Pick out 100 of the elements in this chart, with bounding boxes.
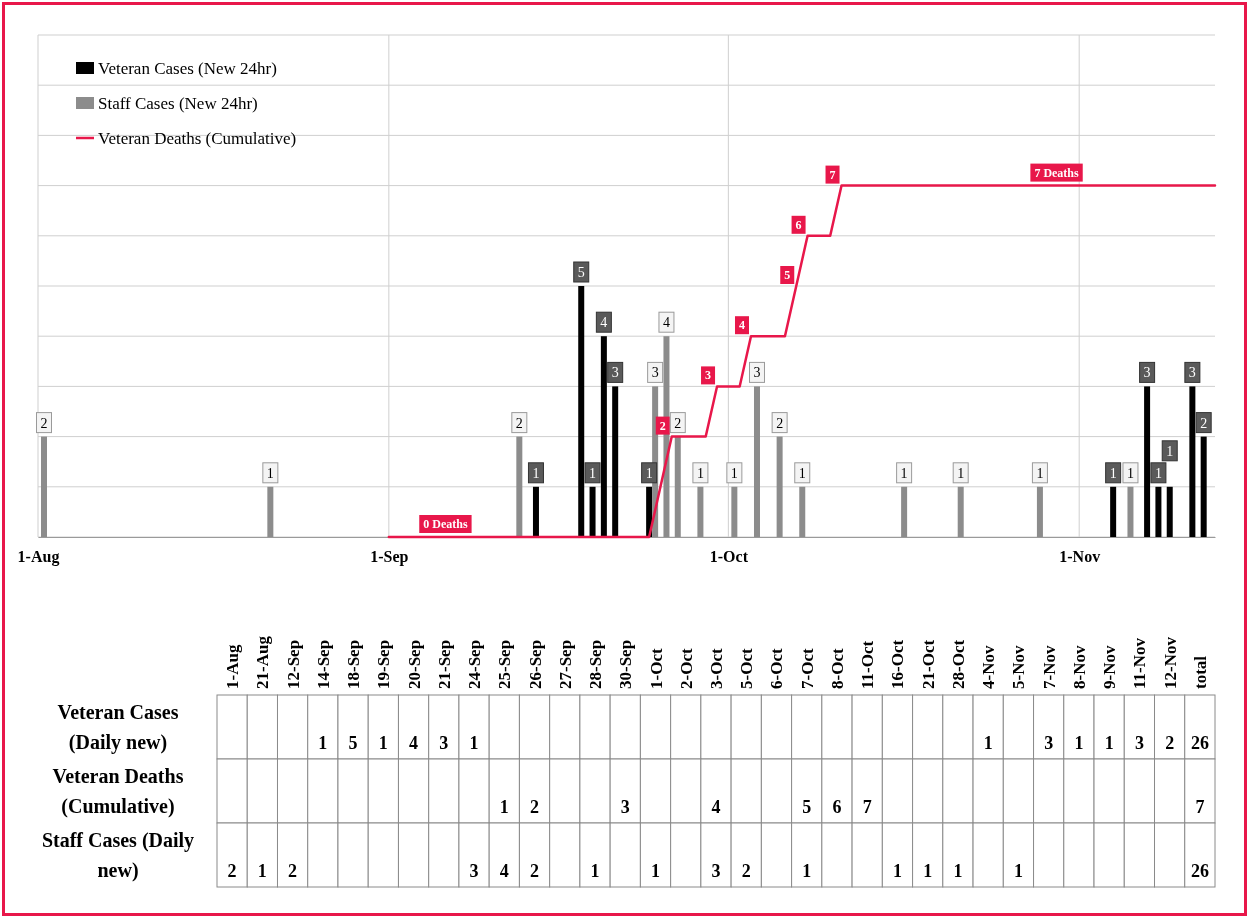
x-tick-label: 3-Oct xyxy=(707,648,726,689)
data-label: 4 xyxy=(409,733,419,753)
bar xyxy=(1189,386,1196,537)
x-tick-label: 28-Oct xyxy=(948,639,968,689)
data-label: 1 xyxy=(923,861,933,881)
bar xyxy=(753,386,760,537)
data-label: 2 xyxy=(530,861,540,881)
data-label: 1 xyxy=(1013,861,1023,881)
data-label: 3 xyxy=(1188,365,1196,381)
x-tick-label: 4-Nov xyxy=(979,645,999,689)
data-label: 3 xyxy=(711,861,721,881)
data-label: 1 xyxy=(469,733,479,753)
data-label: 6 xyxy=(832,797,842,817)
data-label: 5 xyxy=(784,268,791,282)
data-label: 1 xyxy=(590,861,600,881)
data-label: 1 xyxy=(589,465,597,481)
y-tick-label: Staff Cases (Daily new) xyxy=(41,829,195,882)
data-label: 3 xyxy=(1134,733,1144,753)
x-tick-label: 5-Nov xyxy=(1009,645,1029,689)
x-tick-label: 21-Sep xyxy=(434,639,454,689)
annotation: 0 Deaths xyxy=(423,517,468,531)
data-label: 1 xyxy=(378,733,388,753)
data-label: 2 xyxy=(40,415,48,431)
x-tick-label: 30-Sep xyxy=(616,639,636,689)
x-tick-label: 5-Oct xyxy=(737,648,757,689)
data-label: 4 xyxy=(499,861,509,881)
data-label: 2 xyxy=(674,415,682,431)
x-tick-label: 1-Oct xyxy=(646,648,666,689)
data-label: 1 xyxy=(1166,443,1174,459)
data-label: 1 xyxy=(257,861,267,881)
x-tick-label: total xyxy=(1190,655,1210,689)
x-tick-label: 8-Oct xyxy=(827,648,847,689)
x-tick-label: 14-Sep xyxy=(313,639,333,689)
data-label: 1 xyxy=(318,733,328,753)
data-label: 1 xyxy=(900,465,908,481)
x-tick-label: 24-Sep xyxy=(465,639,485,689)
x-tick-label: 21-Aug xyxy=(253,635,273,689)
y-tick-label: Veteran Cases (Daily new) xyxy=(57,701,179,754)
data-label: 1 xyxy=(1154,465,1162,481)
x-tick-label: 16-Oct xyxy=(888,639,908,689)
data-label: 3 xyxy=(469,861,479,881)
data-label: 3 xyxy=(753,365,761,381)
data-label: 2 xyxy=(1200,415,1208,431)
data-label: 3 xyxy=(1143,365,1151,381)
x-tick-label: 25-Sep xyxy=(495,639,515,689)
data-label: 1 xyxy=(798,465,806,481)
data-label: 1 xyxy=(953,861,963,881)
data-label: 4 xyxy=(600,315,608,331)
x-tick-label: 12-Sep xyxy=(283,639,303,689)
legend-label: Veteran Deaths (Cumulative) xyxy=(98,129,297,148)
data-label: 3 xyxy=(705,368,712,383)
data-label: 5 xyxy=(802,797,812,817)
data-label: 1 xyxy=(730,465,738,481)
x-tick-label: 1-Oct xyxy=(709,548,749,566)
x-tick-label: 12-Nov xyxy=(1160,636,1180,689)
bar xyxy=(1144,386,1151,537)
x-tick-label: 27-Sep xyxy=(555,639,575,689)
x-tick-label: 7-Oct xyxy=(797,648,817,689)
x-tick-label: 19-Sep xyxy=(374,639,394,689)
data-label: 2 xyxy=(659,418,666,433)
x-tick-label: 2-Oct xyxy=(676,648,696,689)
legend-label: Veteran Cases (New 24hr) xyxy=(98,59,277,78)
data-label: 4 xyxy=(738,318,745,333)
data-label: 4 xyxy=(711,797,721,817)
data-label: 1 xyxy=(1126,465,1134,481)
x-tick-label: 11-Nov xyxy=(1130,637,1150,689)
x-tick-label: 18-Sep xyxy=(344,639,364,689)
x-tick-label: 11-Oct xyxy=(858,640,878,689)
x-tick-label: 1-Nov xyxy=(1059,548,1101,566)
data-label: 2 xyxy=(1165,733,1175,753)
data-label: 5 xyxy=(577,265,585,280)
data-label: 3 xyxy=(439,733,449,753)
data-label: 7 xyxy=(862,797,872,817)
data-label: 2 xyxy=(776,415,784,431)
legend-label: Staff Cases (New 24hr) xyxy=(98,94,258,113)
x-tick-label: 1-Sep xyxy=(370,548,409,567)
data-label: 5 xyxy=(348,733,358,753)
data-label: 1 xyxy=(532,465,540,481)
bar xyxy=(578,286,585,537)
data-label: 1 xyxy=(1074,733,1084,753)
data-label: 1 xyxy=(892,861,902,881)
data-label: 1 xyxy=(983,733,993,753)
bar xyxy=(600,336,607,537)
x-tick-label: 21-Oct xyxy=(918,639,938,689)
data-label: 1 xyxy=(957,465,965,481)
data-label: 2 xyxy=(288,861,298,881)
x-tick-label: 7-Nov xyxy=(1039,645,1059,689)
annotation: 7 Deaths xyxy=(1034,165,1080,180)
data-label: 26 xyxy=(1190,861,1209,881)
data-label: 1 xyxy=(645,465,653,481)
data-label: 2 xyxy=(530,797,540,817)
x-tick-label: 26-Sep xyxy=(525,639,545,689)
data-label: 7 xyxy=(829,167,836,182)
data-label: 7 xyxy=(1195,797,1205,817)
data-label: 3 xyxy=(620,797,630,817)
data-label: 1 xyxy=(266,465,274,481)
data-label: 2 xyxy=(741,861,751,881)
data-label: 1 xyxy=(651,861,661,881)
data-label: 1 xyxy=(499,797,509,817)
x-tick-label: 8-Nov xyxy=(1069,645,1089,689)
